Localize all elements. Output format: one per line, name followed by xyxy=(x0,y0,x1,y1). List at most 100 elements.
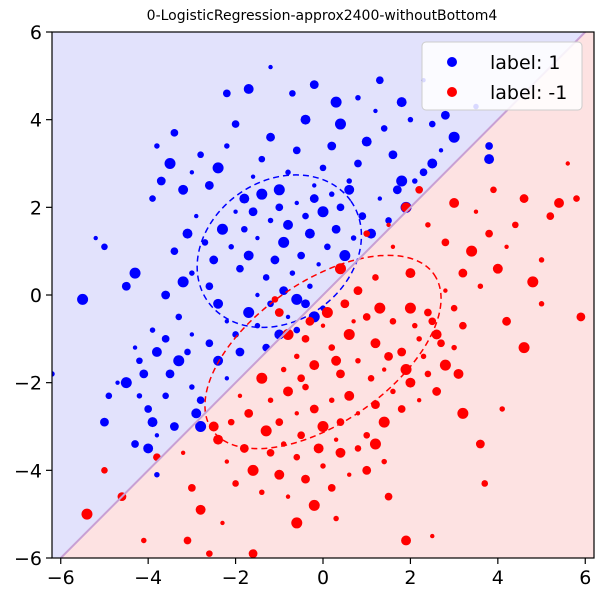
data-point xyxy=(289,90,296,97)
data-point xyxy=(178,184,189,195)
data-point xyxy=(154,143,160,149)
data-point xyxy=(205,339,214,348)
data-point xyxy=(52,371,55,377)
data-point xyxy=(384,492,393,501)
data-point xyxy=(197,151,204,159)
data-point xyxy=(400,364,412,376)
data-point xyxy=(386,222,391,228)
data-point xyxy=(213,355,224,366)
data-point xyxy=(182,228,193,239)
data-point xyxy=(183,536,192,545)
data-point xyxy=(224,376,230,381)
data-point xyxy=(353,286,363,296)
data-point xyxy=(546,212,555,220)
data-point xyxy=(336,203,345,212)
data-point xyxy=(275,203,284,212)
legend-label-1: label: 1 xyxy=(490,52,560,74)
data-point xyxy=(180,450,186,455)
data-point xyxy=(273,184,285,196)
data-point xyxy=(173,355,185,367)
data-point xyxy=(576,312,586,322)
data-point xyxy=(385,217,392,224)
data-point xyxy=(209,255,219,265)
data-point xyxy=(438,148,444,153)
data-point xyxy=(424,370,432,378)
data-point xyxy=(213,434,224,445)
data-point xyxy=(443,288,448,293)
data-point xyxy=(161,290,171,300)
data-point xyxy=(321,307,333,319)
data-point xyxy=(373,108,378,114)
data-point xyxy=(363,431,371,439)
data-point xyxy=(205,282,214,291)
data-point xyxy=(372,274,379,281)
data-point xyxy=(237,393,243,399)
data-point xyxy=(304,228,315,239)
data-point xyxy=(184,348,191,356)
data-point xyxy=(291,293,303,305)
data-point xyxy=(143,443,154,454)
data-point xyxy=(381,367,387,372)
data-point xyxy=(175,313,183,321)
data-point xyxy=(475,439,485,449)
data-point xyxy=(343,328,355,340)
data-point xyxy=(293,326,301,334)
data-point xyxy=(457,407,469,419)
data-point xyxy=(101,467,108,474)
data-point xyxy=(275,418,284,426)
data-point xyxy=(243,250,254,261)
data-point xyxy=(100,417,109,427)
data-point xyxy=(293,453,301,461)
data-point xyxy=(206,550,213,557)
data-point xyxy=(239,193,250,204)
data-point xyxy=(147,417,158,428)
data-point xyxy=(502,316,511,326)
data-point xyxy=(370,338,381,349)
data-point xyxy=(362,313,371,321)
data-point xyxy=(235,347,245,357)
data-point xyxy=(538,301,545,307)
data-point xyxy=(309,80,319,89)
data-point xyxy=(266,132,275,142)
data-point xyxy=(294,353,300,360)
data-point xyxy=(301,474,310,484)
data-point xyxy=(285,494,291,499)
data-point xyxy=(132,345,138,350)
data-point xyxy=(283,219,293,230)
data-point xyxy=(212,162,224,174)
data-point xyxy=(162,392,169,400)
data-point xyxy=(164,158,176,169)
data-point xyxy=(312,183,317,188)
data-point xyxy=(344,184,355,195)
data-point xyxy=(334,263,346,275)
data-point xyxy=(294,411,299,416)
data-point xyxy=(317,206,329,218)
data-point xyxy=(224,319,230,324)
data-point xyxy=(161,334,170,343)
data-point xyxy=(451,344,457,351)
x-tick-label: 0 xyxy=(317,567,329,589)
data-point xyxy=(492,263,503,274)
data-point xyxy=(397,405,406,413)
data-point xyxy=(481,480,489,487)
data-point xyxy=(292,146,301,155)
data-point xyxy=(228,244,234,250)
data-point xyxy=(227,418,235,426)
data-point xyxy=(291,517,303,529)
data-point xyxy=(441,238,450,247)
data-point xyxy=(154,433,160,438)
data-point xyxy=(320,323,326,328)
data-point xyxy=(384,351,393,361)
data-point xyxy=(350,235,357,241)
data-point xyxy=(328,344,336,351)
data-point xyxy=(419,168,428,177)
data-point xyxy=(239,444,249,453)
data-point xyxy=(363,230,371,237)
series-label-1 xyxy=(52,64,495,478)
data-point xyxy=(120,377,132,389)
legend-label-neg1: label: -1 xyxy=(490,82,567,104)
x-tick-label: −6 xyxy=(47,567,75,589)
data-point xyxy=(222,89,231,98)
data-point xyxy=(377,196,383,201)
data-point xyxy=(93,235,98,241)
